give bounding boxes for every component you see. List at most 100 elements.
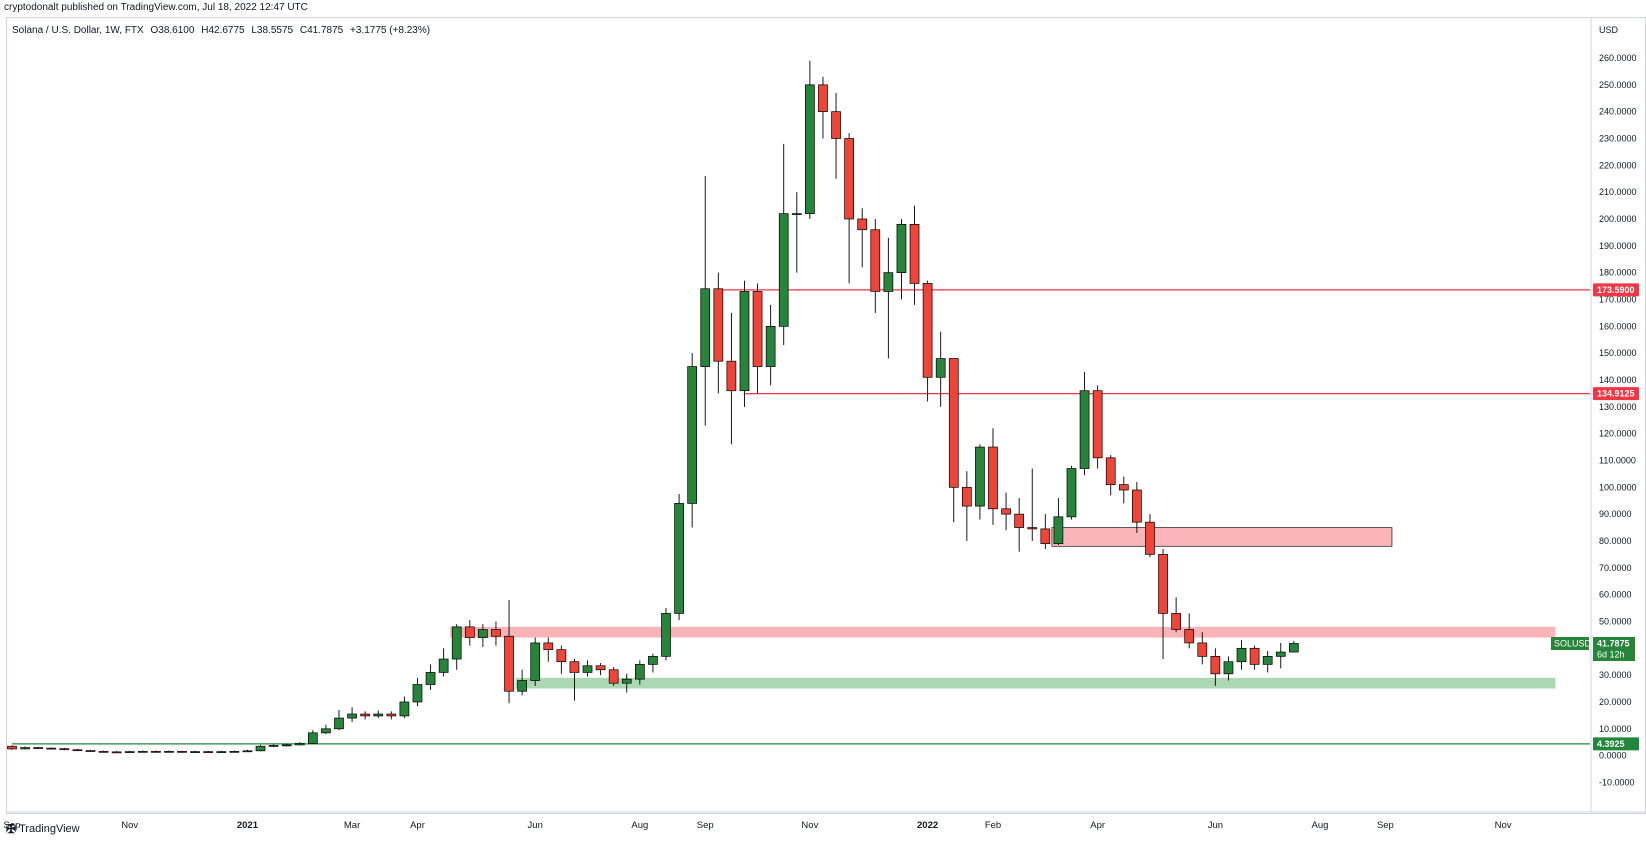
candle-body (648, 656, 658, 665)
candle (1249, 645, 1260, 670)
candle-body (975, 446, 985, 507)
candle (948, 358, 959, 523)
candle-body (1288, 643, 1299, 653)
candle (46, 747, 57, 750)
candle-body (687, 366, 698, 504)
zone-2 (515, 677, 1556, 689)
legend-low: L38.5575 (251, 25, 294, 36)
tradingview-brand: TradingView (19, 823, 80, 835)
x-tick-label: Sep (4, 820, 21, 831)
candle-body (216, 751, 227, 753)
candle (386, 711, 397, 720)
candle (72, 748, 83, 752)
candle-body (425, 672, 436, 685)
time-axis[interactable]: Sep Nov 2021 Mar Apr Jun Aug Sep Nov 2022 Feb Apr Ju… (4, 820, 1512, 831)
legend-high: H42.6775 (201, 25, 245, 36)
y-tick-label: 170.0000 (1599, 294, 1637, 304)
tradingview-logo: ✠ TradingView (6, 822, 80, 836)
y-tick-label: 90.0000 (1599, 509, 1632, 519)
candle (634, 660, 645, 685)
candle-body (111, 751, 122, 754)
candle (464, 620, 475, 646)
candle-body (59, 748, 70, 751)
candle (1158, 549, 1168, 660)
x-tick-label: 2021 (237, 820, 259, 831)
candle (988, 428, 998, 525)
candle-body (190, 751, 200, 753)
candle-body (1053, 516, 1064, 545)
candle-body (1210, 656, 1221, 675)
y-tick-label: 0.0000 (1599, 751, 1627, 761)
price-axis[interactable]: 260.0000 250.0000 240.0000 230.0000 220.0000… (1599, 53, 1637, 787)
y-tick-label: 100.0000 (1599, 482, 1637, 492)
candle (399, 696, 410, 719)
candle-body (700, 288, 711, 367)
x-tick-label: Jun (1208, 820, 1223, 831)
candle-body (988, 446, 998, 510)
candle-body (1001, 508, 1011, 515)
x-tick-label: Apr (1090, 820, 1105, 831)
candle (190, 750, 200, 753)
candle (281, 743, 292, 747)
candle-body (818, 84, 828, 113)
candle-body (491, 629, 501, 637)
candle-body (464, 626, 475, 638)
candle-body (726, 360, 737, 392)
legend-close: C41.7875 (299, 25, 344, 36)
tradingview-mark-icon: ✠ (6, 822, 16, 836)
candle-body (831, 111, 841, 139)
candle-body (229, 750, 240, 753)
y-tick-label: 20.0000 (1599, 697, 1632, 707)
candle-body (334, 717, 344, 730)
candle-body (1066, 468, 1077, 518)
candle-body (543, 642, 554, 650)
candle (242, 749, 253, 753)
candle (1027, 468, 1038, 541)
candle (164, 750, 174, 753)
candle-body (674, 503, 684, 614)
candle (294, 742, 305, 746)
candle-body (1132, 489, 1142, 523)
candle-body (242, 750, 253, 753)
candle (1288, 641, 1299, 653)
legend-symbol: Solana / U.S. Dollar, 1W, FTX (12, 25, 144, 36)
y-tick-label: 180.0000 (1599, 268, 1637, 278)
x-tick-label: Sep (1377, 820, 1394, 831)
y-tick-label: 130.0000 (1599, 402, 1637, 412)
y-tick-label: 220.0000 (1599, 160, 1637, 170)
candle (20, 746, 30, 750)
currency-label: USD (1599, 25, 1619, 35)
candle-body (517, 680, 527, 692)
candle-body (634, 664, 645, 680)
y-tick-label: 110.0000 (1599, 455, 1636, 465)
x-tick-label: Nov (121, 820, 138, 831)
candle (687, 353, 698, 528)
candle-body (1040, 528, 1051, 545)
candle (1262, 650, 1273, 673)
candle (922, 280, 933, 402)
candle (412, 677, 423, 706)
candle (883, 237, 894, 359)
candle (831, 92, 841, 179)
candle-body (124, 751, 135, 753)
candle (7, 745, 17, 750)
y-tick-label: 120.0000 (1599, 429, 1637, 439)
candle (857, 208, 868, 268)
candle (268, 744, 279, 748)
candle-body (1249, 647, 1260, 665)
candle (805, 60, 815, 219)
candle (334, 710, 344, 731)
x-tick-label: Nov (801, 820, 818, 831)
candle-body (137, 750, 148, 753)
candle-body (556, 649, 567, 663)
x-tick-label: Aug (1312, 820, 1329, 831)
candle-body (360, 713, 371, 717)
y-tick-label: 200.0000 (1599, 214, 1637, 224)
candle (739, 280, 750, 407)
candle-body (1197, 642, 1208, 657)
candle (517, 669, 527, 696)
y-tick-label: -10.0000 (1599, 777, 1635, 787)
candle (595, 663, 606, 676)
zone-0 (1051, 527, 1393, 547)
